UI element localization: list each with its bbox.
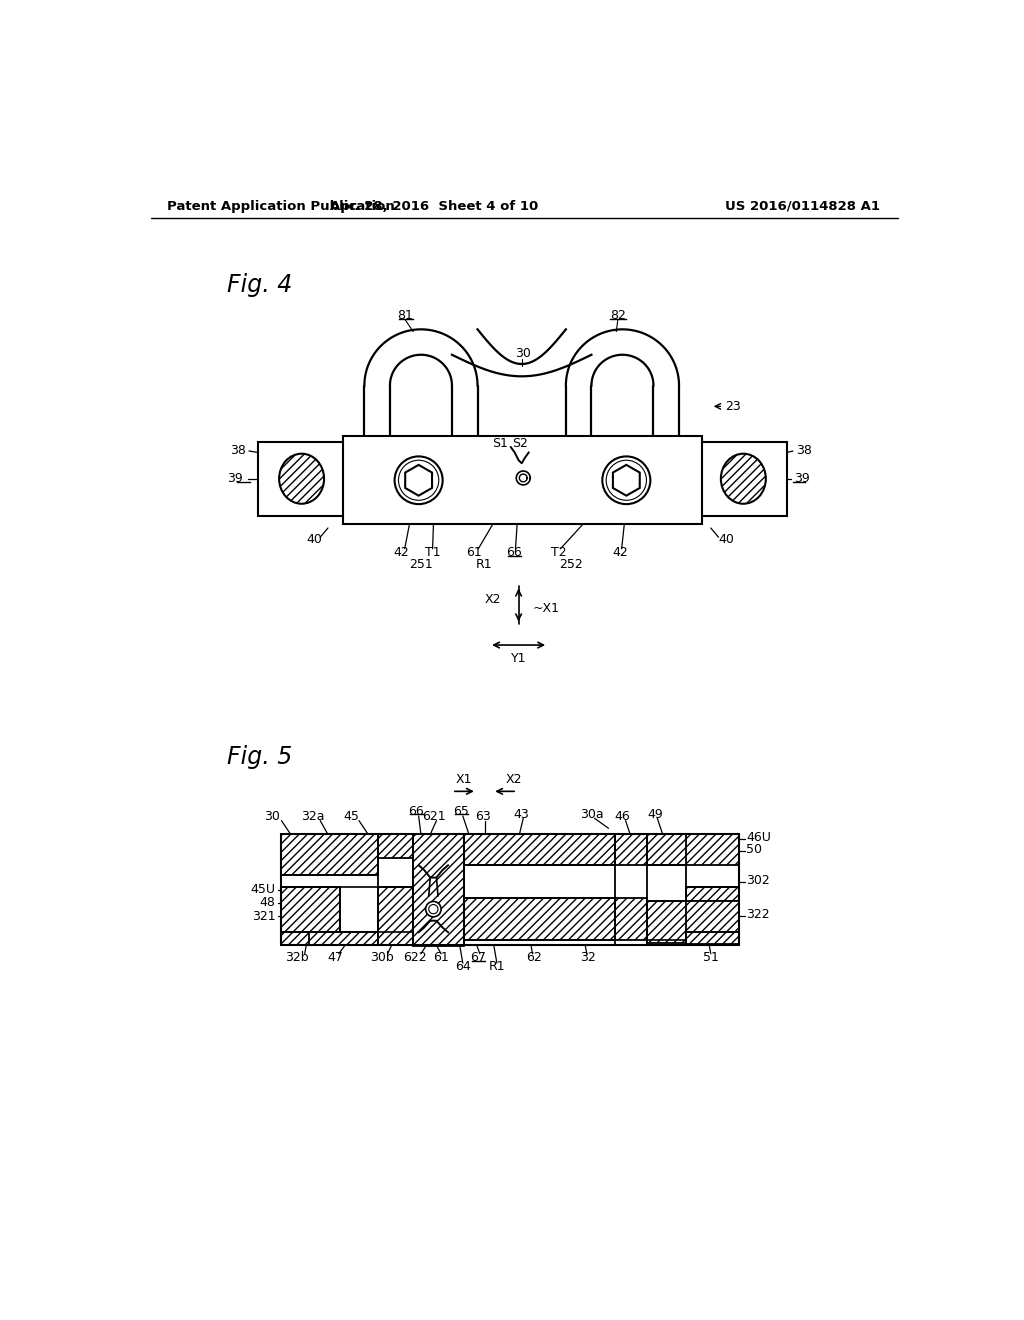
Text: 30: 30 [515, 347, 531, 360]
Text: R1: R1 [476, 558, 493, 572]
Bar [282, 887, 340, 937]
Text: 64: 64 [455, 961, 471, 973]
Text: Apr. 28, 2016  Sheet 4 of 10: Apr. 28, 2016 Sheet 4 of 10 [330, 199, 539, 213]
Text: R1: R1 [488, 961, 505, 973]
Text: 42: 42 [393, 546, 409, 560]
Text: 46: 46 [614, 810, 631, 824]
Text: X2: X2 [485, 593, 502, 606]
Text: T1: T1 [425, 546, 440, 560]
Text: S1: S1 [493, 437, 508, 450]
Text: 40: 40 [306, 533, 322, 546]
Polygon shape [406, 465, 432, 496]
Text: 621: 621 [422, 810, 445, 824]
Text: 39: 39 [227, 473, 243, 486]
Bar [378, 834, 414, 858]
Bar [282, 932, 378, 945]
Text: 622: 622 [402, 952, 427, 964]
Circle shape [602, 457, 650, 504]
Text: 66: 66 [506, 546, 522, 560]
Text: 30: 30 [264, 810, 280, 824]
Text: 39: 39 [795, 473, 810, 486]
Text: 46U: 46U [746, 832, 771, 843]
Text: 66: 66 [409, 805, 424, 818]
Bar [614, 834, 647, 866]
Bar [464, 898, 614, 940]
Text: 49: 49 [647, 808, 663, 821]
Text: US 2016/0114828 A1: US 2016/0114828 A1 [725, 199, 880, 213]
Text: 321: 321 [252, 909, 275, 923]
Text: 251: 251 [409, 558, 433, 572]
Text: 50: 50 [746, 843, 763, 857]
Bar [343, 436, 701, 524]
Ellipse shape [721, 454, 766, 504]
Text: 82: 82 [610, 309, 626, 322]
Text: 252: 252 [559, 558, 584, 572]
Circle shape [394, 457, 442, 504]
Text: X1: X1 [456, 774, 473, 787]
Bar [258, 442, 345, 516]
Text: 32b: 32b [285, 952, 309, 964]
Text: 302: 302 [746, 874, 770, 887]
Text: 47: 47 [328, 952, 344, 964]
Text: 42: 42 [612, 546, 628, 560]
Text: 322: 322 [746, 908, 770, 921]
Bar [686, 932, 738, 944]
Text: 51: 51 [702, 952, 719, 964]
Text: 45U: 45U [250, 883, 275, 896]
Text: 43: 43 [514, 808, 529, 821]
Bar [464, 834, 614, 866]
Text: Fig. 4: Fig. 4 [227, 273, 293, 297]
Text: Y1: Y1 [511, 652, 526, 665]
Text: 65: 65 [454, 805, 469, 818]
Text: 38: 38 [230, 445, 246, 458]
Bar [647, 900, 738, 942]
Text: 23: 23 [725, 400, 740, 413]
Text: 48: 48 [259, 896, 275, 909]
Text: 62: 62 [526, 952, 542, 964]
Ellipse shape [280, 454, 324, 504]
Text: 32: 32 [581, 952, 596, 964]
Text: 45: 45 [343, 810, 359, 824]
Text: T2: T2 [551, 546, 566, 560]
Text: 63: 63 [475, 810, 490, 824]
Text: ~X1: ~X1 [532, 602, 559, 615]
Bar [686, 887, 738, 900]
Bar [647, 834, 738, 866]
Text: 61: 61 [433, 952, 449, 964]
Circle shape [429, 904, 438, 913]
Bar [614, 898, 647, 940]
Text: 61: 61 [466, 546, 481, 560]
Circle shape [398, 461, 438, 500]
Bar [282, 834, 378, 875]
Bar [414, 834, 464, 946]
Text: X2: X2 [506, 774, 522, 787]
Text: 81: 81 [397, 309, 414, 322]
Circle shape [606, 461, 646, 500]
Bar [378, 887, 414, 945]
Text: S2: S2 [512, 437, 528, 450]
Text: 30a: 30a [580, 808, 603, 821]
Text: Patent Application Publication: Patent Application Publication [167, 199, 394, 213]
Bar [700, 442, 786, 516]
Text: 32a: 32a [301, 810, 325, 824]
Polygon shape [613, 465, 640, 496]
Circle shape [426, 902, 441, 917]
Bar [282, 932, 308, 945]
Text: 30b: 30b [371, 952, 394, 964]
Text: 38: 38 [796, 445, 812, 458]
Text: Fig. 5: Fig. 5 [227, 746, 293, 770]
Text: 40: 40 [719, 533, 734, 546]
Text: 67: 67 [470, 952, 486, 964]
